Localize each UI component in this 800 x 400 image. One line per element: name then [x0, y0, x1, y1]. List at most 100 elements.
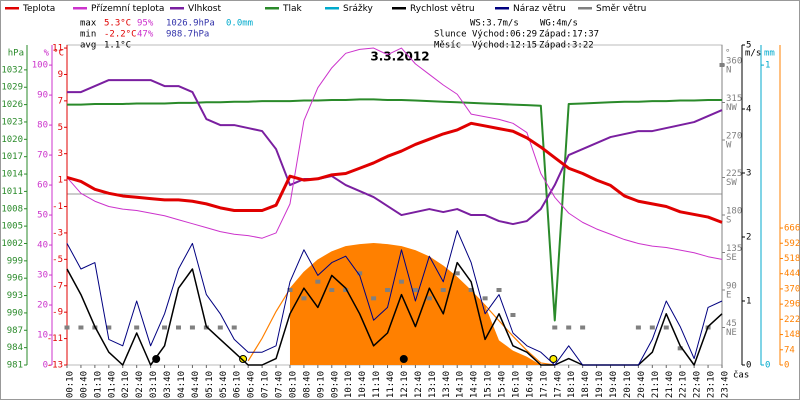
tick-label: 270 [726, 132, 742, 142]
tick-label: 444 [784, 269, 800, 279]
tick-label: 90 [726, 282, 737, 292]
legend-swatch [170, 7, 184, 10]
chart-title: 3.3.2012 [370, 50, 429, 64]
wind-direction-point [482, 296, 488, 301]
tick-label: -9 [52, 308, 63, 318]
wind-direction-point [426, 296, 432, 301]
sunrise-marker [239, 355, 248, 363]
x-tick-label: 12:40 [414, 371, 424, 398]
tick-label: 0 [43, 361, 48, 371]
stat-rain-total: 0.0mm [226, 19, 253, 29]
tick-label: 1 [765, 61, 770, 71]
x-tick-label: 15:10 [484, 371, 494, 398]
x-tick-label: 17:10 [539, 371, 549, 398]
legend-swatch [265, 7, 279, 10]
x-tick-label: 08:40 [302, 371, 312, 398]
tick-label: 74 [784, 345, 795, 355]
wind-direction-point [566, 325, 572, 330]
x-tick-label: 09:40 [330, 371, 340, 398]
x-tick-label: 06:10 [233, 371, 243, 398]
x-tick-label: 13:10 [428, 371, 438, 398]
tick-label: 5 [58, 123, 63, 133]
x-tick-label: 10:10 [344, 371, 354, 398]
stat-min-hum: 47% [137, 30, 154, 40]
tick-label: 100 [32, 61, 48, 71]
legend-label: Teplota [22, 4, 55, 14]
tick-label: 1 [58, 176, 63, 186]
legend-label: Tlak [282, 4, 303, 14]
tick-label: 1029 [1, 83, 23, 93]
wind-direction-point [343, 288, 349, 292]
astro-moonrise: 12:15 [510, 41, 537, 51]
x-tick-label: 10:40 [358, 371, 368, 398]
tick-label: N [726, 66, 731, 76]
tick-label: 90 [37, 91, 48, 101]
series-line [66, 47, 723, 260]
x-tick-label: 14:40 [470, 371, 480, 398]
tick-label: NE [726, 328, 737, 338]
tick-label: 592 [784, 239, 800, 249]
x-tick-label: 16:10 [511, 371, 521, 398]
astro-ws: WS:3.7m/s [470, 19, 519, 29]
tick-label: 984 [7, 343, 23, 353]
tick-label: 40 [37, 241, 48, 251]
astro-sun-label: Slunce [434, 30, 467, 40]
tick-label: 2 [746, 233, 751, 243]
tick-label: 50 [37, 211, 48, 221]
series-line [66, 230, 723, 366]
x-tick-label: 20:40 [637, 371, 647, 398]
x-tick-label: 05:10 [205, 371, 215, 398]
x-tick-label: 05:40 [219, 371, 229, 398]
tick-label: E [726, 291, 731, 301]
axis-title: m/s [745, 49, 761, 59]
wind-direction-point [134, 325, 140, 330]
wind-direction-point [371, 296, 377, 301]
x-tick-label: 12:10 [400, 371, 410, 398]
tick-label: 1032 [1, 65, 23, 75]
tick-label: -11 [47, 334, 63, 344]
x-tick-label: 03:10 [149, 371, 159, 398]
wind-direction-point [175, 325, 181, 330]
stat-min-label: min [80, 30, 96, 40]
tick-label: -3 [52, 228, 63, 238]
legend-swatch [325, 7, 339, 10]
tick-label: SW [726, 178, 737, 188]
tick-label: 3 [746, 169, 751, 179]
tick-label: 222 [784, 315, 800, 325]
tick-label: 5 [746, 41, 751, 51]
wind-direction-point [440, 288, 446, 292]
x-tick-label: 06:40 [247, 371, 257, 398]
x-tick-label: 11:40 [386, 371, 396, 398]
series-line [67, 79, 723, 226]
x-tick-label: 01:10 [93, 371, 103, 398]
x-tick-label: 21:10 [651, 371, 661, 398]
tick-label: 148 [784, 330, 800, 340]
x-tick-label: 19:10 [595, 371, 605, 398]
astro-sunrise-label: Východ: [472, 30, 510, 40]
tick-label: 1017 [1, 152, 23, 162]
tick-label: 999 [7, 256, 23, 266]
x-tick-label: 02:10 [121, 371, 131, 398]
astro-moon-label: Měsíc [434, 41, 461, 51]
wind-direction-point [496, 288, 502, 292]
tick-label: S [726, 216, 731, 226]
legend-swatch [73, 7, 87, 10]
tick-label: 1005 [1, 222, 23, 232]
tick-label: 45 [726, 319, 737, 329]
tick-label: 1014 [1, 170, 23, 180]
tick-label: 370 [784, 284, 800, 294]
stat-avg-temp: 1.1°C [104, 41, 131, 51]
tick-label: 315 [726, 94, 742, 104]
x-tick-label: 00:40 [79, 371, 89, 398]
astro-sunset-label: Západ: [539, 30, 572, 40]
wind-direction-point [385, 288, 391, 292]
x-tick-label: 14:10 [456, 371, 466, 398]
x-tick-label: 23:10 [707, 371, 717, 398]
stat-max-hum: 95% [137, 19, 154, 29]
x-tick-label: 17:40 [553, 371, 563, 398]
radiation-area [289, 243, 541, 365]
legend-label: Srážky [343, 4, 374, 14]
tick-label: 360 [726, 57, 742, 67]
tick-label: -5 [52, 255, 63, 265]
